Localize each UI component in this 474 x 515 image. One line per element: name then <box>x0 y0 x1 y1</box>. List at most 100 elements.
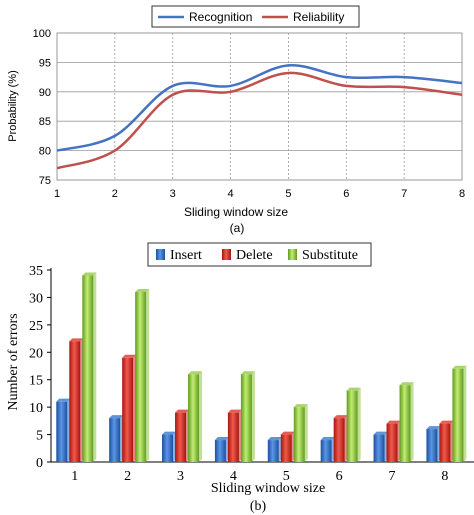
bar-insert-5-top <box>267 437 282 441</box>
chart-a-plot-area <box>56 32 463 181</box>
chart-a-y-tick-label: 100 <box>33 28 51 40</box>
chart-b-legend-box <box>147 242 372 267</box>
line-reliability <box>56 71 463 170</box>
bar-insert-6-top <box>320 437 335 441</box>
bar-delete-3-top <box>175 409 190 413</box>
chart-a-y-tick-label: 75 <box>39 175 51 187</box>
legend-delete-label: Delete <box>236 248 273 263</box>
bar-substitute-8-side <box>463 365 467 462</box>
chart-b-bars <box>56 272 467 462</box>
chart-a-x-tick-label: 2 <box>112 188 118 200</box>
bar-delete-6 <box>333 418 345 462</box>
bar-delete-4-top <box>227 409 242 413</box>
chart-b-y-tick-label: 25 <box>29 319 43 334</box>
chart-b-x-tick-label: 3 <box>177 469 184 484</box>
bar-substitute-2-side <box>146 288 150 462</box>
legend-recognition-label: Recognition <box>189 10 252 24</box>
chart-a: 75 80 85 90 95 100 1 2 3 4 5 6 7 8 Probability (%) S… <box>7 5 465 235</box>
bar-substitute-2-top <box>135 288 150 292</box>
chart-a-y-tick-label: 90 <box>39 87 51 99</box>
legend-substitute-label: Substitute <box>302 248 358 263</box>
bar-substitute-3-top <box>188 371 203 375</box>
bar-substitute-2 <box>135 291 147 462</box>
bar-delete-8 <box>439 423 451 462</box>
bar-substitute-4 <box>240 374 252 462</box>
bar-delete-6-top <box>333 415 348 419</box>
bar-substitute-7 <box>399 385 411 462</box>
legend-reliability-label: Reliability <box>293 10 344 24</box>
chart-b-x-tick-label: 2 <box>124 469 131 484</box>
chart-b-y-tick-label: 10 <box>29 401 43 416</box>
bar-substitute-5 <box>293 407 305 462</box>
chart-b-y-tick-label: 5 <box>36 429 43 444</box>
bar-substitute-5-top <box>293 404 308 408</box>
bar-insert-3-top <box>162 431 177 435</box>
bar-insert-2 <box>109 418 121 462</box>
chart-a-x-axis-label: Sliding window size <box>184 205 288 219</box>
bar-insert-7-top <box>373 431 388 435</box>
bar-insert-4 <box>214 440 226 462</box>
bar-insert-3 <box>162 434 174 462</box>
bar-delete-2 <box>122 357 134 462</box>
bar-substitute-3 <box>188 374 200 462</box>
bar-delete-5-top <box>280 431 295 435</box>
bar-substitute-1-side <box>93 272 97 462</box>
chart-b-x-tick-label: 4 <box>230 469 237 484</box>
chart-b-x-tick-label: 5 <box>283 469 290 484</box>
bar-substitute-7-top <box>399 382 414 386</box>
bar-insert-8-top <box>426 426 441 430</box>
chart-a-x-tick-label: 4 <box>228 188 234 200</box>
bar-delete-2-top <box>122 354 137 358</box>
bar-substitute-6-side <box>357 387 361 462</box>
bar-substitute-3-side <box>199 371 203 462</box>
bar-insert-4-top <box>214 437 229 441</box>
chart-b-y-tick-label: 15 <box>29 374 43 389</box>
bar-substitute-7-side <box>410 382 414 462</box>
bar-substitute-1-top <box>82 272 97 276</box>
chart-a-y-tick-label: 95 <box>39 57 51 69</box>
bar-insert-5 <box>267 440 279 462</box>
chart-a-series-lines <box>56 64 463 170</box>
chart-b-y-axis-label: Number of errors <box>6 313 21 410</box>
legend-insert-swatch <box>156 249 165 260</box>
bar-insert-1-top <box>56 398 71 402</box>
chart-a-gridlines <box>57 33 462 180</box>
chart-a-x-tick-label: 8 <box>459 188 465 200</box>
bar-delete-8-top <box>439 420 454 424</box>
chart-a-caption: (a) <box>230 221 245 235</box>
chart-b-x-tick-label: 1 <box>71 469 78 484</box>
bar-delete-5 <box>280 434 292 462</box>
chart-a-legend-box <box>151 5 360 28</box>
bar-substitute-5-side <box>304 404 308 462</box>
chart-a-x-tick-label: 1 <box>54 188 60 200</box>
bar-substitute-4-side <box>251 371 255 462</box>
bar-insert-8 <box>426 429 438 462</box>
chart-a-y-axis-label: Probability (%) <box>7 70 19 142</box>
bar-delete-1-top <box>69 338 84 342</box>
chart-b-y-tick-label: 30 <box>29 291 43 306</box>
line-recognition <box>56 64 463 152</box>
bar-delete-1 <box>69 341 81 462</box>
bar-substitute-1 <box>82 275 94 462</box>
bar-delete-7-top <box>386 420 401 424</box>
bar-substitute-6-top <box>346 387 361 391</box>
chart-b-x-tick-labels: 1 2 3 4 5 6 7 8 <box>71 469 448 484</box>
chart-a-x-tick-label: 3 <box>170 188 176 200</box>
chart-a-x-tick-label: 7 <box>401 188 407 200</box>
chart-a-legend: Recognition Reliability <box>151 5 360 28</box>
bar-delete-3 <box>175 412 187 462</box>
bar-insert-2-top <box>109 415 124 419</box>
bar-insert-1 <box>56 401 68 462</box>
chart-b-x-tick-label: 6 <box>336 469 343 484</box>
bar-substitute-6 <box>346 390 358 462</box>
bar-insert-6 <box>320 440 332 462</box>
chart-a-y-tick-labels: 75 80 85 90 95 100 <box>33 28 51 187</box>
chart-a-x-tick-labels: 1 2 3 4 5 6 7 8 <box>54 188 465 200</box>
bar-insert-7 <box>373 434 385 462</box>
chart-b-y-tick-label: 0 <box>36 456 43 471</box>
bar-substitute-8-top <box>452 365 467 369</box>
chart-b: 0 5 10 15 20 25 30 35 1 2 3 4 5 6 7 8 Number of errors… <box>6 242 474 514</box>
chart-b-x-tick-label: 7 <box>389 469 396 484</box>
chart-b-legend: Insert Delete Substitute <box>147 242 372 267</box>
